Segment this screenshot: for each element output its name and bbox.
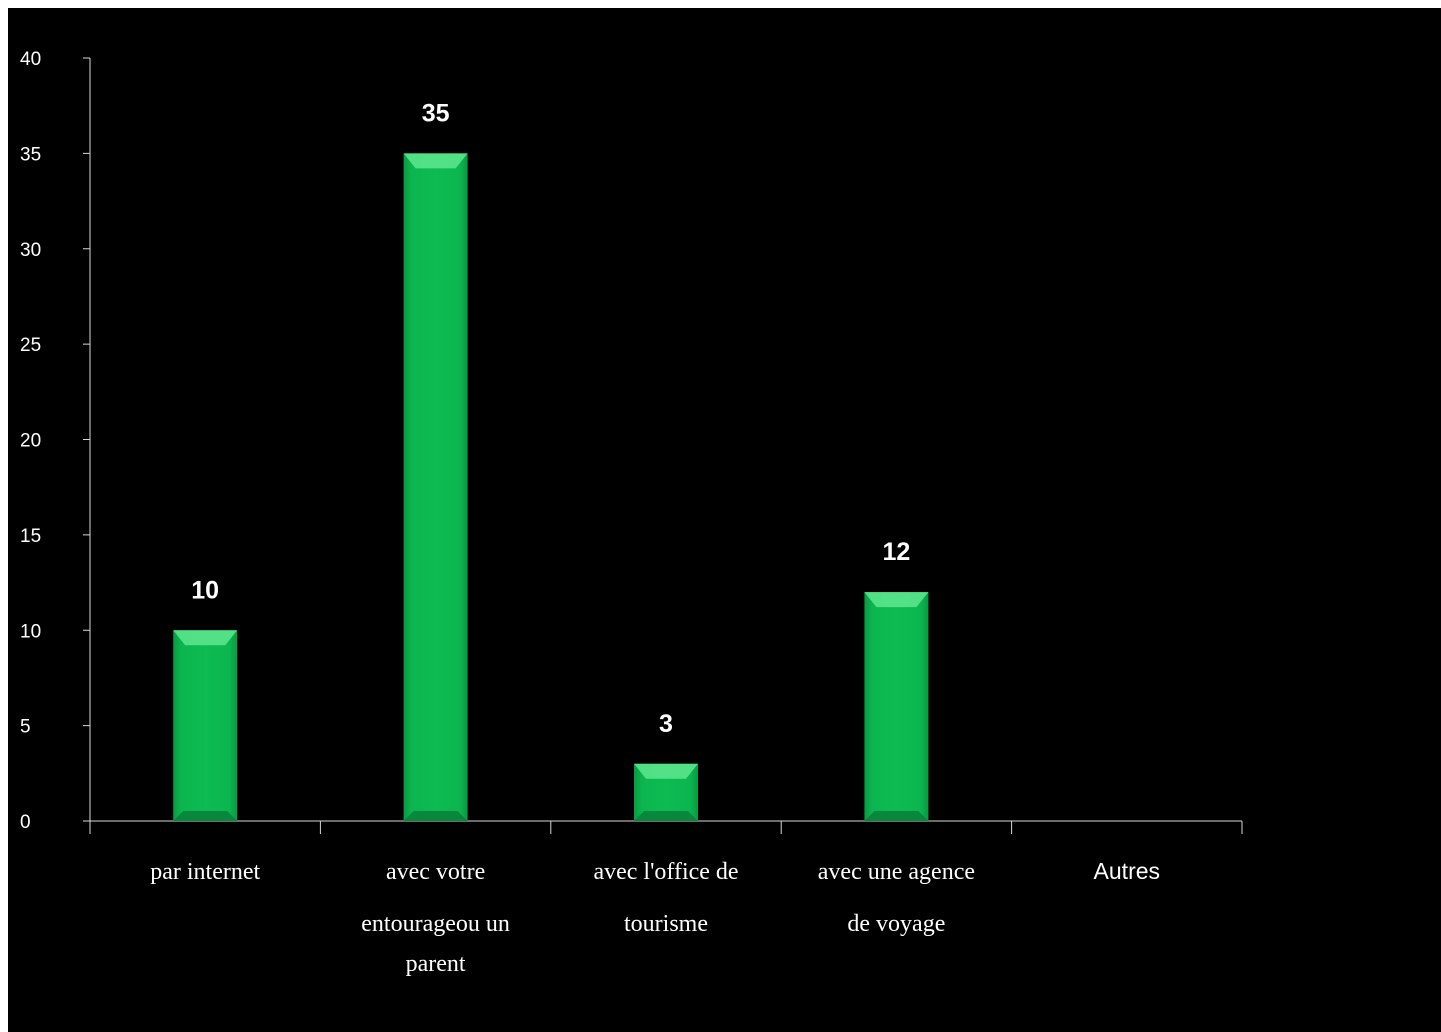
y-tick-label: 25 [20,335,41,356]
axes: 0 5 10 15 20 25 30 35 40 [20,49,1243,834]
bar-bevel-top [173,630,238,646]
bar-bevel-bottom [864,811,929,821]
x-category-label: avec une agence [818,859,975,885]
x-category-label: avec votre [386,859,485,885]
y-tick-label: 5 [20,717,31,738]
x-category-label: par internet [150,859,260,885]
data-label: 35 [422,99,450,127]
chart-frame: 0 5 10 15 20 25 30 35 40 10 35 3 12 par internet avec… [8,8,1441,1032]
x-category-label: parent [406,951,466,977]
y-tick-label: 15 [20,526,41,547]
labels: 10 35 3 12 par internet avec votre entourageou… [150,99,1160,977]
x-category-label: avec l'office de [593,859,738,885]
x-category-label: de voyage [847,911,945,937]
x-category-label: entourageou un [361,911,510,937]
bar-bevel-bottom [634,811,698,821]
bar-bevel-bottom [403,811,468,821]
bar-bevel-top [634,763,698,779]
x-category-label: tourisme [624,911,708,937]
y-tick-label: 30 [20,240,41,261]
bar-chart: 0 5 10 15 20 25 30 35 40 10 35 3 12 par internet avec… [20,49,1243,977]
bar [403,153,468,821]
bar-bevel-top [403,153,468,169]
bars [173,153,929,821]
y-tick-label: 0 [20,812,31,833]
y-tick-label: 20 [20,431,41,452]
x-category-label: Autres [1094,858,1160,884]
y-tick-label: 10 [20,621,41,642]
bar [864,592,929,821]
bar-bevel-bottom [173,811,238,821]
data-label: 12 [882,538,910,566]
y-tick-label: 40 [20,49,41,70]
data-label: 10 [191,576,219,604]
y-tick-label: 35 [20,144,41,165]
bar [173,630,238,821]
data-label: 3 [659,710,673,738]
bar-bevel-top [864,592,929,608]
